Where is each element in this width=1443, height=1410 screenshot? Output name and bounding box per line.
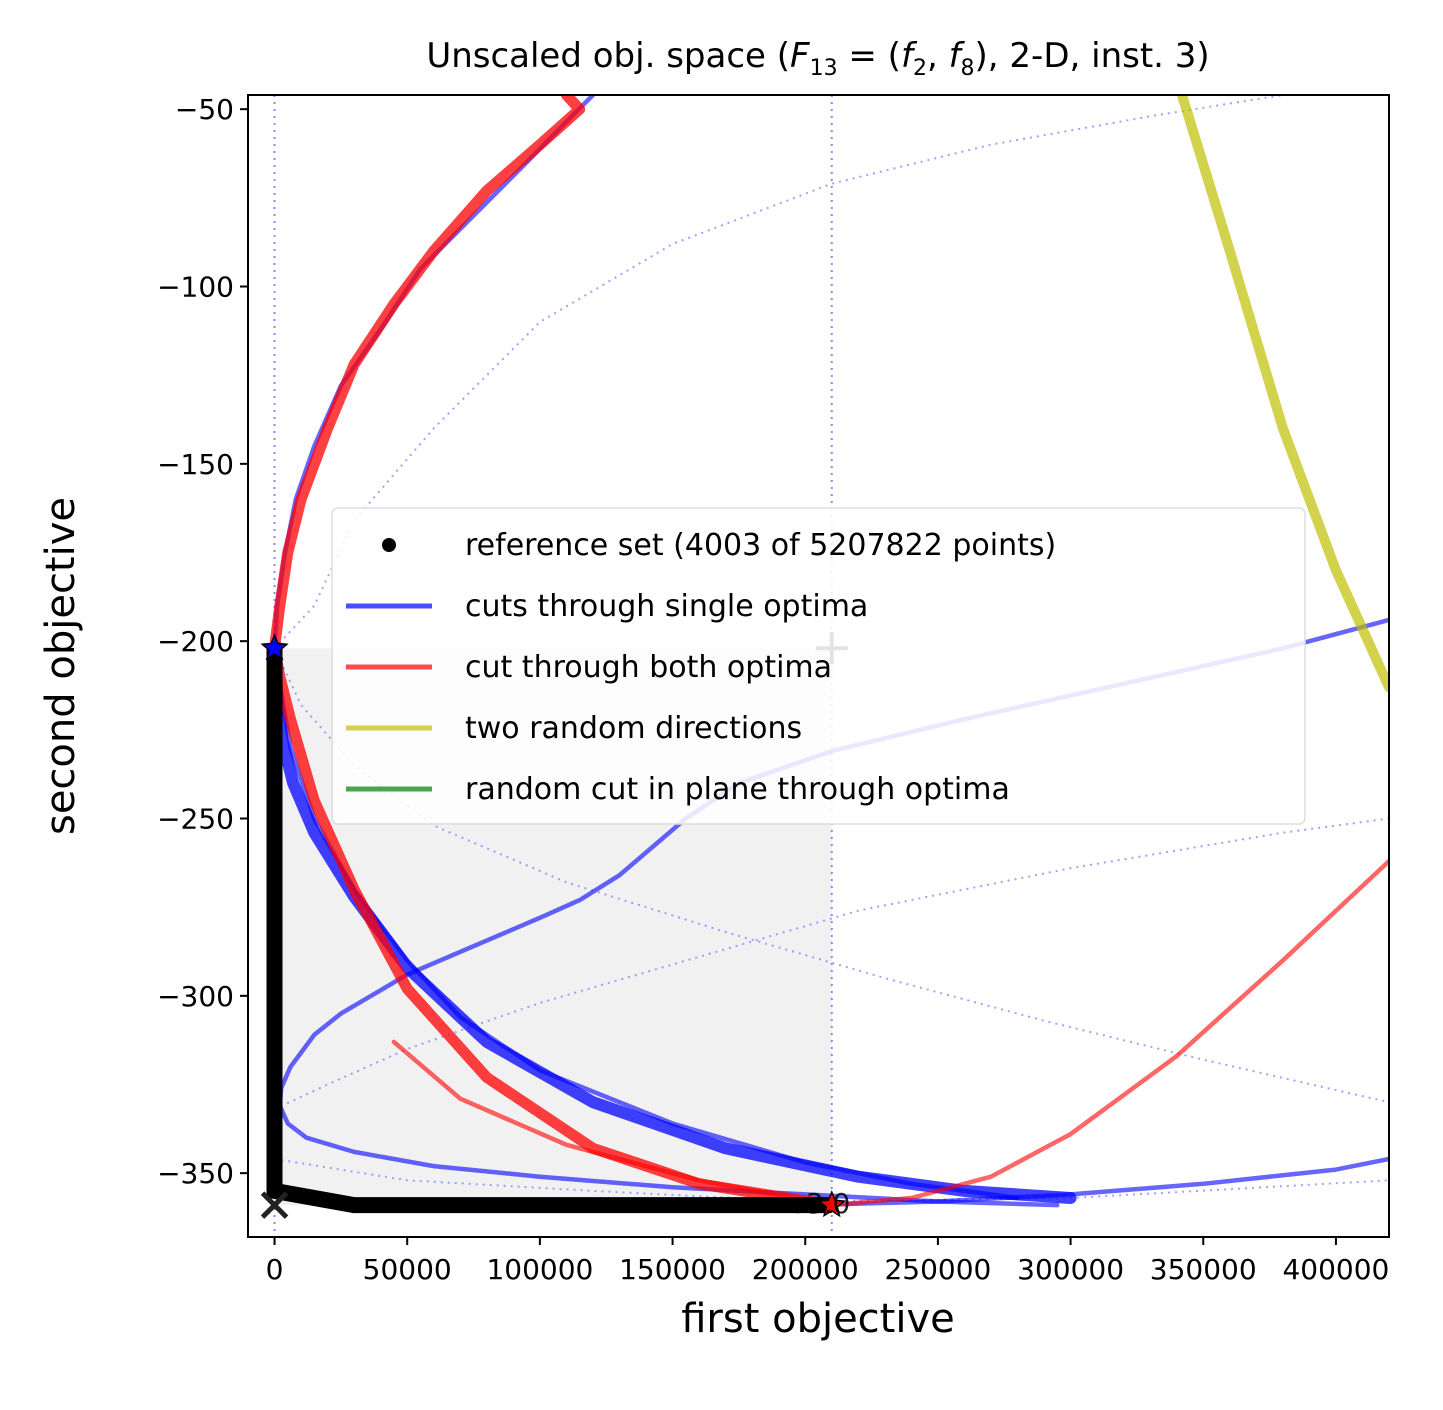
x-tick-label: 200000 <box>752 1253 859 1286</box>
x-axis: 0 50000 100000 150000 200000 250000 300000 3500… <box>266 1237 1389 1286</box>
plot-frame <box>247 94 1390 1238</box>
y-tick-label: −300 <box>157 980 234 1013</box>
y-axis-title: second objective <box>38 497 84 835</box>
x-tick-label: 400000 <box>1282 1253 1389 1286</box>
y-tick-label: −100 <box>157 271 234 304</box>
legend-entry-label: cut through both optima <box>465 650 832 685</box>
optimum-1-star <box>260 633 289 661</box>
y-tick-label: −150 <box>157 448 234 481</box>
x-tick-label: 250000 <box>884 1253 991 1286</box>
y-tick-label: −250 <box>157 803 234 836</box>
y-tick-label: −50 <box>175 93 234 126</box>
legend-entry-label: two random directions <box>465 711 802 746</box>
x-tick-label: 150000 <box>619 1253 726 1286</box>
x-tick-label: 350000 <box>1150 1253 1257 1286</box>
chart-title: Unscaled obj. space (F13 = (f2, f8), 2-D… <box>426 36 1209 81</box>
series-line <box>269 95 838 1211</box>
optimum-2-star <box>817 1190 846 1218</box>
x-tick-label: 0 <box>266 1253 284 1286</box>
legend-box <box>331 507 1306 825</box>
version-watermark: v3.0 <box>789 1187 850 1220</box>
x-tick-label: 50000 <box>363 1253 452 1286</box>
legend-marker-dot <box>382 538 396 552</box>
legend-entry-label: reference set (4003 of 5207822 points) <box>465 528 1056 563</box>
legend: reference set (4003 of 5207822 points) cu… <box>331 507 1306 825</box>
dotted-guide-curve <box>273 647 1389 1104</box>
series-line <box>391 858 1389 1208</box>
reference-set-front <box>266 648 832 1214</box>
series-line <box>1177 95 1389 693</box>
legend-entry-label: random cut in plane through optima <box>465 772 1010 807</box>
series-line <box>802 1156 1389 1208</box>
x-axis-title: first objective <box>681 1296 955 1342</box>
ideal-marker <box>260 1191 289 1219</box>
y-tick-label: −350 <box>157 1157 234 1190</box>
legend-entry-label: cuts through single optima <box>465 589 868 624</box>
y-axis: −50 −100 −150 −200 −250 −300 −350 <box>157 93 248 1190</box>
x-tick-label: 100000 <box>486 1253 593 1286</box>
y-tick-label: −200 <box>157 625 234 658</box>
x-tick-label: 300000 <box>1017 1253 1124 1286</box>
